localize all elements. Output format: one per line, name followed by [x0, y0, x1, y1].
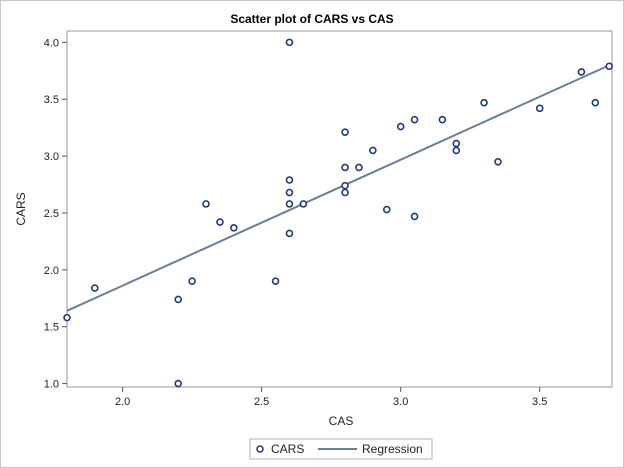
y-tick-label: 2.5	[44, 208, 59, 220]
data-point	[285, 229, 294, 238]
regression-series	[66, 63, 613, 312]
data-point	[285, 200, 294, 208]
data-point	[174, 295, 183, 304]
data-point	[63, 313, 71, 322]
regression-line	[66, 63, 613, 312]
data-point	[188, 277, 196, 286]
data-point	[410, 115, 419, 124]
data-point	[341, 188, 349, 197]
y-tick-label: 3.5	[44, 94, 59, 106]
data-point	[285, 176, 294, 184]
data-point	[452, 146, 461, 155]
legend-label-cars: CARS	[271, 442, 304, 456]
y-axis: 1.0 1.5 2.0 2.5 3.0 3.5 4.0	[44, 37, 67, 391]
data-point	[285, 188, 294, 197]
data-point	[369, 146, 377, 155]
x-tick-label: 3.0	[393, 396, 408, 408]
data-point	[382, 205, 391, 214]
data-point	[299, 200, 308, 208]
data-point	[285, 38, 294, 47]
data-point	[341, 163, 349, 172]
x-tick-label: 3.5	[532, 396, 547, 408]
y-tick-label: 3.0	[44, 151, 59, 163]
x-axis-label: CAS	[329, 414, 354, 428]
data-point	[577, 68, 586, 76]
data-point	[202, 200, 210, 208]
data-point	[410, 212, 419, 221]
cars-series	[63, 38, 614, 388]
y-tick-label: 1.0	[44, 379, 59, 391]
data-point	[591, 98, 600, 107]
y-tick-label: 4.0	[44, 37, 59, 49]
data-point	[494, 157, 502, 166]
data-point	[341, 181, 349, 190]
legend: CARS Regression	[249, 438, 433, 460]
data-point	[480, 98, 488, 107]
x-tick-label: 2.0	[115, 396, 130, 408]
data-point	[91, 284, 99, 292]
data-point	[452, 139, 461, 148]
x-axis: 2.0 2.5 3.0 3.5	[115, 387, 547, 408]
data-point	[341, 128, 349, 137]
data-point	[271, 277, 280, 286]
data-point	[535, 104, 544, 113]
data-point	[396, 122, 405, 131]
y-tick-label: 1.5	[44, 322, 59, 334]
x-tick-label: 2.5	[254, 396, 269, 408]
data-point	[216, 218, 224, 226]
plot-area	[66, 30, 613, 388]
legend-label-regression: Regression	[362, 442, 423, 456]
legend-marker-cars	[256, 445, 264, 453]
data-point	[174, 379, 183, 388]
data-point	[355, 163, 363, 172]
data-point	[438, 115, 447, 124]
y-tick-label: 2.0	[44, 265, 59, 277]
data-point	[230, 223, 238, 232]
chart-title: Scatter plot of CARS vs CAS	[230, 12, 393, 26]
y-axis-label: CARS	[14, 192, 28, 225]
data-point	[605, 62, 614, 71]
